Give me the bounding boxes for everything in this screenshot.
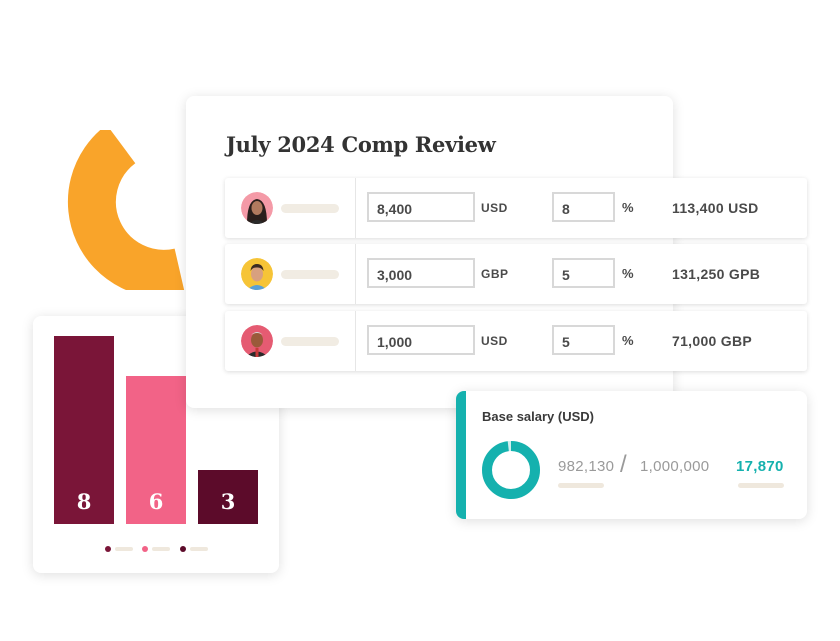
salary-separator: / xyxy=(620,451,627,478)
currency-label: USD xyxy=(481,334,508,348)
employee-avatar xyxy=(241,192,273,224)
legend-item xyxy=(142,545,172,553)
raise-percent-input[interactable]: 5 xyxy=(552,325,615,355)
salary-card-title: Base salary (USD) xyxy=(482,409,594,424)
column-divider xyxy=(355,244,356,304)
donut-progress-arc xyxy=(482,441,540,499)
new-salary-total: 131,250 GPB xyxy=(672,266,761,282)
salary-budget-value: 1,000,000 xyxy=(640,458,710,475)
legend-placeholder xyxy=(115,547,133,551)
bar-value-label: 6 xyxy=(148,489,164,514)
table-row: 3,000 GBP 5 % 131,250 GPB xyxy=(225,244,807,304)
legend-dot xyxy=(180,546,186,552)
card-accent-bar xyxy=(456,391,466,519)
percent-sign: % xyxy=(622,333,634,348)
legend-dot xyxy=(142,546,148,552)
legend-placeholder xyxy=(190,547,208,551)
raise-percent-input[interactable]: 8 xyxy=(552,192,615,222)
bar-value-label: 8 xyxy=(76,489,92,514)
chart-bar: 6 xyxy=(126,376,186,524)
table-row: 1,000 USD 5 % 71,000 GBP xyxy=(225,311,807,371)
employee-name-placeholder xyxy=(281,270,339,279)
employee-avatar xyxy=(241,325,273,357)
percent-sign: % xyxy=(622,200,634,215)
legend-placeholder xyxy=(152,547,170,551)
legend-item xyxy=(105,545,135,553)
raise-amount-input[interactable]: 8,400 xyxy=(367,192,475,222)
page-title: July 2024 Comp Review xyxy=(226,132,496,157)
percent-sign: % xyxy=(622,266,634,281)
decorative-arc xyxy=(67,130,185,290)
legend-item xyxy=(180,545,210,553)
new-salary-total: 113,400 USD xyxy=(672,200,759,216)
salary-remaining-value: 17,870 xyxy=(736,458,784,475)
employee-avatar xyxy=(241,258,273,290)
base-salary-card: Base salary (USD) 982,130 / 1,000,000 17… xyxy=(456,391,807,519)
bar-value-label: 3 xyxy=(220,489,236,514)
budget-donut-chart xyxy=(482,441,540,499)
table-row: 8,400 USD 8 % 113,400 USD xyxy=(225,178,807,238)
column-divider xyxy=(355,178,356,238)
currency-label: USD xyxy=(481,201,508,215)
new-salary-total: 71,000 GBP xyxy=(672,333,753,349)
label-placeholder xyxy=(738,483,784,488)
chart-bar: 3 xyxy=(198,470,258,524)
raise-amount-input[interactable]: 3,000 xyxy=(367,258,475,288)
raise-amount-input[interactable]: 1,000 xyxy=(367,325,475,355)
label-placeholder xyxy=(558,483,604,488)
chart-bar: 8 xyxy=(54,336,114,524)
employee-name-placeholder xyxy=(281,337,339,346)
employee-name-placeholder xyxy=(281,204,339,213)
raise-percent-input[interactable]: 5 xyxy=(552,258,615,288)
salary-spent-value: 982,130 xyxy=(558,458,615,475)
legend-dot xyxy=(105,546,111,552)
column-divider xyxy=(355,311,356,371)
currency-label: GBP xyxy=(481,267,509,281)
